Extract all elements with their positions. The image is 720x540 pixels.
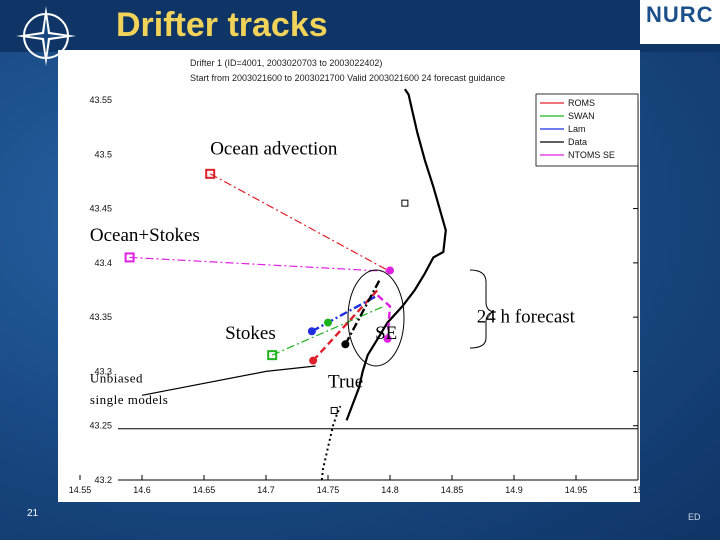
forecast-brace bbox=[469, 269, 497, 349]
slide-title: Drifter tracks bbox=[116, 6, 328, 44]
footer-tag: ED bbox=[688, 512, 701, 522]
chart-header-line-1: Drifter 1 (ID=4001, 2003020703 to 200302… bbox=[190, 58, 382, 68]
nato-star-icon bbox=[16, 6, 76, 66]
nurc-logo: NURC bbox=[640, 0, 720, 44]
annotation-label: True bbox=[328, 372, 363, 393]
marker-stokes-end bbox=[324, 318, 332, 327]
marker-stokes-start bbox=[267, 350, 278, 361]
series-unbiased bbox=[141, 365, 316, 396]
legend-label: SWAN bbox=[568, 111, 595, 121]
y-tick-label: 43.5 bbox=[94, 149, 112, 159]
x-tick-label: 14.55 bbox=[69, 485, 92, 495]
y-tick-label: 43.35 bbox=[89, 312, 112, 322]
series-lam bbox=[311, 294, 379, 333]
marker-ocean-stokes-start bbox=[124, 252, 135, 263]
y-tick-label: 43.3 bbox=[94, 366, 112, 376]
annotation-label: single models bbox=[90, 392, 168, 407]
marker-data-bottom bbox=[330, 407, 338, 415]
annotation-label: Ocean+Stokes bbox=[90, 225, 200, 246]
legend-label: NTOMS SE bbox=[568, 150, 615, 160]
annotation-label: Unbiased bbox=[90, 370, 143, 385]
x-tick-label: 14.7 bbox=[257, 485, 275, 495]
series-ocean-advection bbox=[209, 173, 391, 273]
x-tick-label: 14.95 bbox=[565, 485, 588, 495]
marker-lam-end bbox=[307, 327, 316, 336]
series-true bbox=[344, 278, 382, 345]
drifter-chart: Drifter 1 (ID=4001, 2003020703 to 200302… bbox=[69, 58, 643, 495]
y-tick-label: 43.25 bbox=[89, 421, 112, 431]
chart-header-line-2: Start from 2003021600 to 2003021700 Vali… bbox=[190, 73, 505, 83]
plot-panel: Drifter 1 (ID=4001, 2003020703 to 200302… bbox=[58, 50, 643, 502]
series-stokes bbox=[271, 305, 385, 356]
annotation-label: Stokes bbox=[225, 323, 276, 344]
legend-label: Data bbox=[568, 137, 587, 147]
marker-roms-end bbox=[309, 356, 318, 365]
y-tick-label: 43.4 bbox=[94, 258, 112, 268]
marker-common-start bbox=[386, 266, 394, 275]
forecast-ellipse bbox=[347, 269, 405, 367]
x-tick-label: 15 bbox=[633, 485, 640, 495]
marker-true-end bbox=[341, 340, 350, 349]
y-tick-label: 43.55 bbox=[89, 95, 112, 105]
x-tick-label: 14.9 bbox=[505, 485, 523, 495]
annotation-label: Ocean advection bbox=[210, 138, 338, 159]
series-data-early bbox=[320, 405, 342, 481]
series-data bbox=[345, 88, 447, 421]
y-tick-label: 43.45 bbox=[89, 204, 112, 214]
legend-label: Lam bbox=[568, 124, 586, 134]
nurc-logo-text: NURC bbox=[646, 2, 714, 27]
x-tick-label: 14.85 bbox=[441, 485, 464, 495]
y-tick-label: 43.2 bbox=[94, 475, 112, 485]
x-tick-label: 14.6 bbox=[133, 485, 151, 495]
series-ocean-stokes bbox=[129, 256, 391, 273]
header-bar bbox=[0, 0, 720, 52]
marker-data-top bbox=[401, 199, 409, 207]
marker-ocean-advection-start bbox=[205, 168, 216, 179]
annotation-label: SE bbox=[375, 323, 397, 344]
legend-label: ROMS bbox=[568, 98, 595, 108]
marker-se-end bbox=[383, 334, 392, 343]
x-tick-label: 14.75 bbox=[317, 485, 340, 495]
legend-box bbox=[535, 93, 639, 167]
annotation-label: 24 h forecast bbox=[477, 307, 576, 328]
page-number: 21 bbox=[27, 508, 39, 519]
x-tick-label: 14.65 bbox=[193, 485, 216, 495]
x-tick-label: 14.8 bbox=[381, 485, 399, 495]
series-roms bbox=[312, 289, 379, 362]
series-se bbox=[376, 294, 392, 339]
